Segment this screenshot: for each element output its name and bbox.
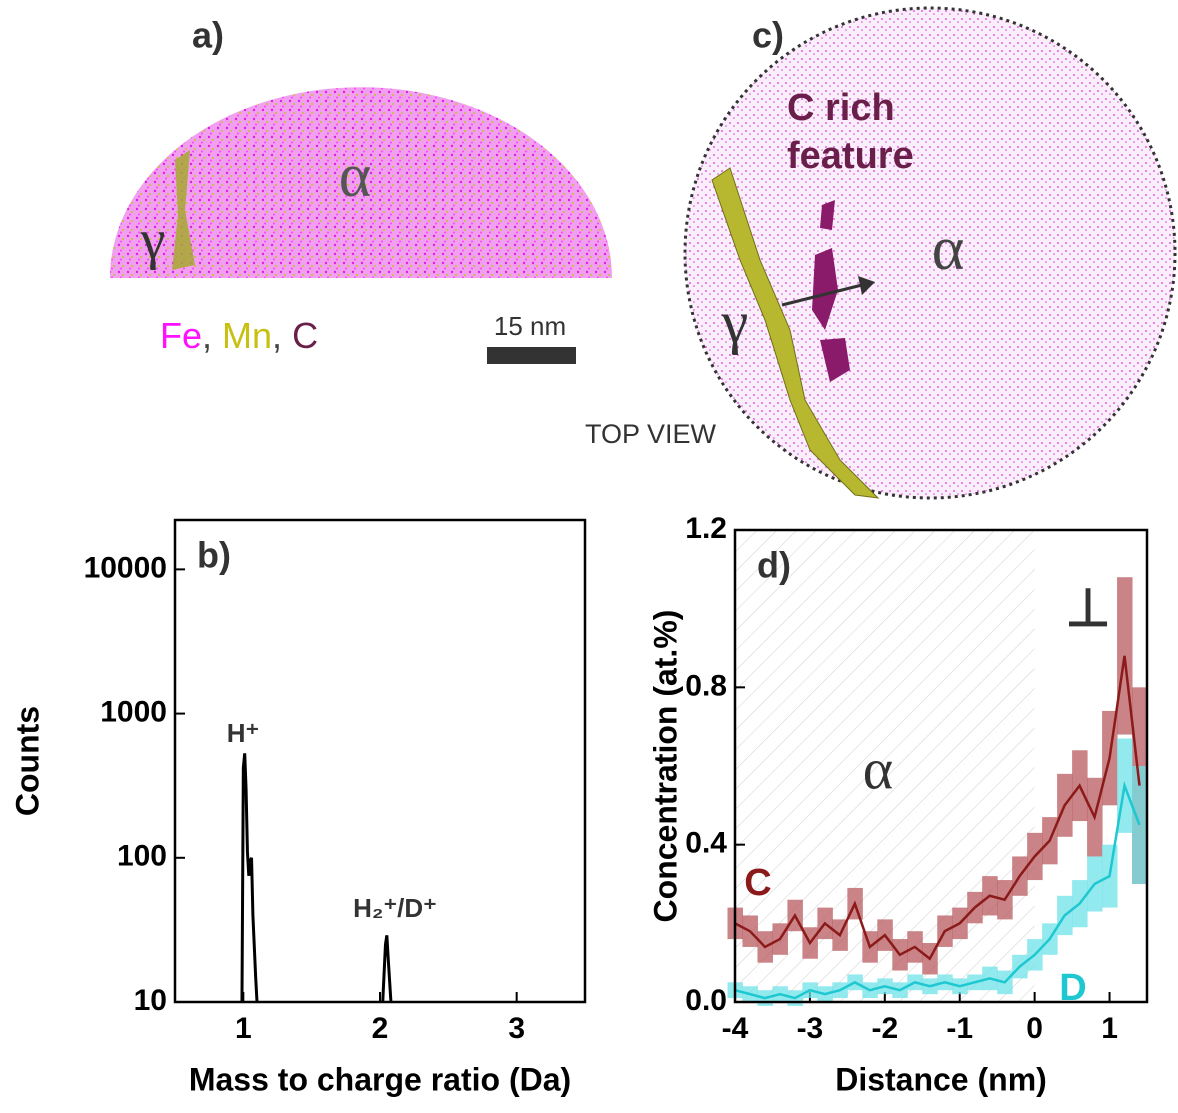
- legend-entry: Fe: [160, 315, 202, 356]
- panel-label: b): [197, 535, 231, 576]
- y-tick-label: 0.4: [685, 827, 727, 860]
- error-band: [1132, 766, 1148, 884]
- view-label: TOP VIEW: [585, 419, 717, 449]
- gamma-interface: [711, 167, 880, 499]
- y-tick-label: 10: [134, 984, 167, 1017]
- phase-label: γ: [140, 209, 166, 271]
- panel-label: c): [752, 15, 784, 56]
- panel-a: a) α γ Fe, Mn, C 15 nm: [110, 15, 612, 364]
- tomography-reconstruction: [110, 87, 612, 278]
- plot-frame: [173, 518, 587, 1004]
- x-tick-label: 3: [508, 1012, 525, 1045]
- mean-line: [734, 780, 1141, 1000]
- feature-label: C rich: [787, 87, 895, 129]
- carbon-feature: [812, 200, 850, 382]
- spectrum-line: [240, 753, 393, 1003]
- scale-bar: [487, 347, 576, 364]
- phase-label: γ: [721, 289, 749, 355]
- x-tick-label: 1: [235, 1012, 252, 1045]
- series-label: C: [744, 862, 771, 904]
- gamma-interface: [172, 150, 195, 270]
- chart-panel: 1 2 3 10 100 1000 10000 Mass to charge ratio (D…: [9, 518, 587, 1097]
- x-tick-label: 0: [1026, 1012, 1043, 1045]
- y-axis-title: Concentration (at.%): [647, 610, 683, 923]
- mean-line: [734, 655, 1141, 961]
- y-tick-label: 100: [117, 840, 167, 873]
- plot-frame: [733, 528, 1149, 1004]
- x-tick-label: -2: [871, 1012, 898, 1045]
- x-tick-label: 1: [1101, 1012, 1118, 1045]
- phase-label: α: [932, 215, 964, 283]
- x-tick-label: -3: [797, 1012, 824, 1045]
- x-tick-label: -1: [946, 1012, 973, 1045]
- y-tick-label: 10000: [84, 551, 167, 584]
- x-axis-title: Mass to charge ratio (Da): [189, 1061, 571, 1097]
- panel-c: c) C rich feature α γ TOP VIEW: [585, 6, 1177, 500]
- annotation: α: [863, 736, 893, 801]
- y-tick-label: 1000: [100, 696, 167, 729]
- separator: ,: [272, 315, 292, 356]
- annotation: ⊥: [1065, 580, 1110, 638]
- top-view-disc: [683, 6, 1177, 500]
- x-tick-label: -4: [722, 1012, 749, 1045]
- feature-label: feature: [787, 135, 914, 177]
- annotation: H₂⁺/D⁺: [353, 893, 437, 923]
- legend-entry: C: [292, 315, 318, 356]
- chart-panel: -4 -3 -2 -1 0 1 0.0 0.4 0.8 1.2 Distance (nm) Conce…: [647, 512, 1149, 1097]
- x-tick-label: 2: [372, 1012, 389, 1045]
- y-tick-label: 0.8: [685, 669, 727, 702]
- y-tick-label: 0.0: [685, 984, 727, 1017]
- legend-entry: Mn: [222, 315, 272, 356]
- x-axis-title: Distance (nm): [835, 1061, 1047, 1097]
- panel-label: d): [757, 545, 791, 586]
- scale-bar-label: 15 nm: [494, 311, 566, 341]
- arrow-head: [858, 276, 875, 295]
- element-legend: Fe, Mn, C: [160, 315, 318, 356]
- annotation: H⁺: [227, 718, 260, 748]
- y-axis-title: Counts: [9, 706, 45, 816]
- separator: ,: [202, 315, 222, 356]
- y-tick-label: 1.2: [685, 512, 727, 545]
- panel-label: a): [192, 15, 224, 56]
- phase-label: α: [339, 142, 371, 210]
- arrow: [781, 283, 863, 307]
